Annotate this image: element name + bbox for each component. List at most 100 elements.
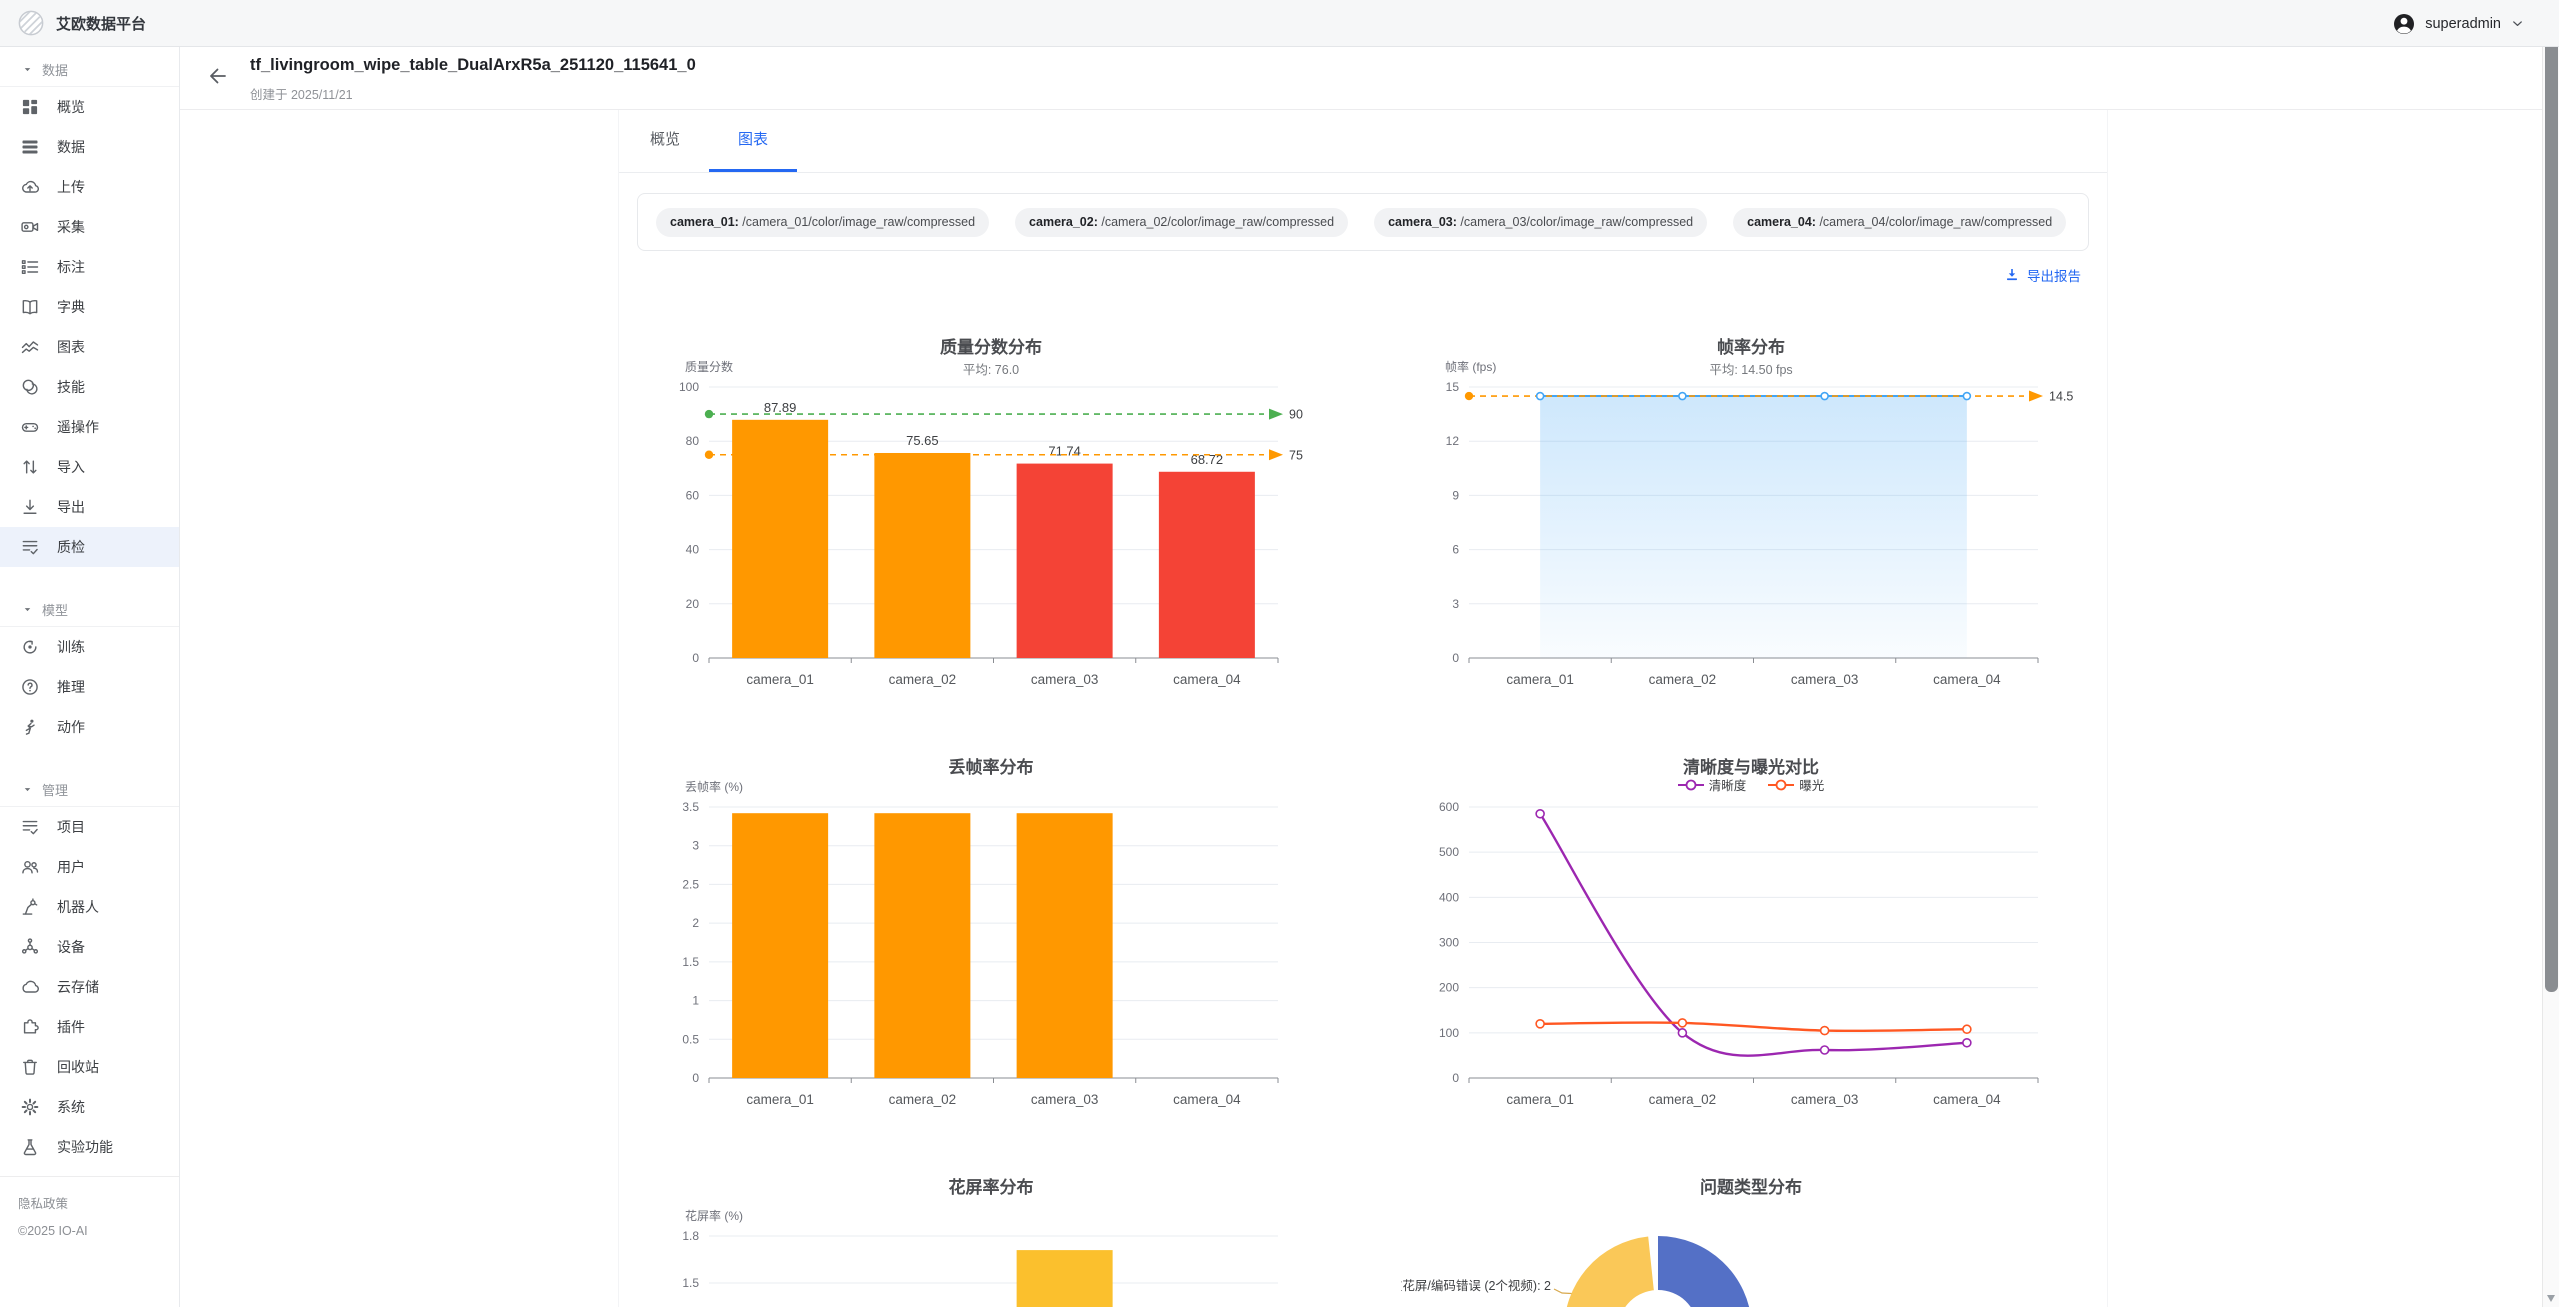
svg-text:camera_01: camera_01	[746, 672, 814, 687]
sidebar-item-inference[interactable]: 推理	[0, 667, 179, 707]
sidebar-item-experimental[interactable]: 实验功能	[0, 1127, 179, 1167]
sidebar-item-skills[interactable]: 技能	[0, 367, 179, 407]
sidebar-item-qc[interactable]: 质检	[0, 527, 179, 567]
camera-chip-topic: /camera_04/color/image_raw/compressed	[1819, 215, 2052, 229]
camera-chip-camera_01: camera_01: /camera_01/color/image_raw/co…	[656, 208, 989, 237]
sidebar-item-action[interactable]: 动作	[0, 707, 179, 747]
tab-panel: 概览 图表 camera_01: /camera_01/color/image_…	[618, 110, 2108, 1307]
sidebar-item-recycle[interactable]: 回收站	[0, 1047, 179, 1087]
ordered-list-icon	[20, 257, 40, 277]
arrow-left-icon	[206, 64, 230, 88]
rows-icon	[20, 137, 40, 157]
sidebar-item-import[interactable]: 导入	[0, 447, 179, 487]
sidebar-item-training[interactable]: 训练	[0, 627, 179, 667]
legend-item-清晰度[interactable]: 清晰度	[1678, 775, 1747, 794]
chart-legend: 清晰度 曝光	[1401, 775, 2101, 794]
scrollbar-thumb[interactable]	[2545, 17, 2558, 992]
sidebar-item-dictionary[interactable]: 字典	[0, 287, 179, 327]
scrollbar[interactable]	[2542, 0, 2559, 1307]
svg-text:camera_02: camera_02	[889, 672, 957, 687]
svg-text:2.5: 2.5	[682, 877, 699, 891]
legend-item-曝光[interactable]: 曝光	[1768, 775, 1824, 794]
sidebar-item-label: 实验功能	[57, 1137, 113, 1157]
sidebar-item-devices[interactable]: 设备	[0, 927, 179, 967]
sidebar-item-label: 导入	[57, 457, 85, 477]
svg-text:80: 80	[686, 434, 700, 448]
charts-grid: 020406080100camera_01camera_02camera_03c…	[641, 325, 2101, 1307]
avatar-icon	[2392, 12, 2416, 36]
cloud-icon	[20, 977, 40, 997]
tab-overview[interactable]: 概览	[621, 110, 709, 172]
camera-chip-camera_04: camera_04: /camera_04/color/image_raw/co…	[1733, 208, 2066, 237]
sidebar-item-label: 字典	[57, 297, 85, 317]
svg-text:camera_02: camera_02	[1649, 672, 1717, 687]
chart-screen-artifact: 00.30.60.91.21.51.8camera_01camera_02cam…	[641, 1165, 1341, 1307]
grid-icon	[20, 97, 40, 117]
chart-frame-rate: 03691215camera_01camera_02camera_03camer…	[1401, 325, 2101, 745]
chart-title: 质量分数分布	[641, 333, 1341, 358]
sidebar-item-teleop[interactable]: 遥操作	[0, 407, 179, 447]
sidebar-item-label: 用户	[57, 857, 85, 877]
sidebar-item-system[interactable]: 系统	[0, 1087, 179, 1127]
sidebar-item-label: 项目	[57, 817, 85, 837]
sidebar-item-label: 标注	[57, 257, 85, 277]
sidebar-item-users[interactable]: 用户	[0, 847, 179, 887]
svg-text:71.74: 71.74	[1048, 444, 1081, 459]
svg-text:3.5: 3.5	[682, 800, 699, 814]
gamepad-icon	[20, 417, 40, 437]
svg-text:1: 1	[692, 994, 699, 1008]
question-head-icon	[20, 677, 40, 697]
copyright: ©2025 IO-AI	[18, 1224, 161, 1238]
sidebar-item-cloud[interactable]: 云存储	[0, 967, 179, 1007]
sidebar-section-header-admin[interactable]: 管理	[0, 773, 179, 807]
chart-plot: 0100200300400500600camera_01camera_02cam…	[1401, 745, 2101, 1225]
app-title: 艾欧数据平台	[56, 13, 146, 34]
privacy-link[interactable]: 隐私政策	[18, 1193, 161, 1212]
svg-text:9: 9	[1452, 488, 1459, 502]
back-button[interactable]	[206, 64, 234, 92]
camera-chip-topic: /camera_03/color/image_raw/compressed	[1460, 215, 1693, 229]
page-header: tf_livingroom_wipe_table_DualArxR5a_2511…	[180, 47, 2542, 110]
svg-text:camera_02: camera_02	[889, 1092, 957, 1107]
camera-chip-name: camera_02:	[1029, 215, 1098, 229]
svg-text:40: 40	[686, 543, 700, 557]
sidebar-item-label: 动作	[57, 717, 85, 737]
tab-charts[interactable]: 图表	[709, 110, 797, 172]
sidebar-section-header-data[interactable]: 数据	[0, 53, 179, 87]
video-icon	[20, 217, 40, 237]
sidebar-item-annotate[interactable]: 标注	[0, 247, 179, 287]
svg-text:100: 100	[679, 380, 699, 394]
sidebar-item-label: 云存储	[57, 977, 99, 997]
runner-icon	[20, 717, 40, 737]
sidebar-item-plugins[interactable]: 插件	[0, 1007, 179, 1047]
scrollbar-down-arrow[interactable]	[2547, 1295, 2555, 1302]
sidebar-item-projects[interactable]: 项目	[0, 807, 179, 847]
app-window: 艾欧数据平台 superadmin 数据 概览 数据 上传 采集 标注 字典 图…	[0, 0, 2559, 1307]
svg-text:3: 3	[692, 839, 699, 853]
svg-text:0: 0	[1452, 651, 1459, 665]
section-label: 管理	[42, 780, 68, 799]
chart-title: 花屏率分布	[641, 1173, 1341, 1198]
svg-text:2: 2	[692, 916, 699, 930]
sidebar-item-overview[interactable]: 概览	[0, 87, 179, 127]
sidebar-item-capture[interactable]: 采集	[0, 207, 179, 247]
svg-text:75.65: 75.65	[906, 433, 939, 448]
sidebar-section-header-model[interactable]: 模型	[0, 593, 179, 627]
tabs: 概览 图表	[619, 110, 2107, 173]
svg-text:camera_03: camera_03	[1791, 1092, 1859, 1107]
sidebar-item-label: 质检	[57, 537, 85, 557]
export-report-button[interactable]: 导出报告	[2004, 265, 2081, 285]
sidebar-item-label: 回收站	[57, 1057, 99, 1077]
sidebar-item-upload[interactable]: 上传	[0, 167, 179, 207]
user-menu[interactable]: superadmin	[2392, 0, 2525, 47]
chart-title: 问题类型分布	[1401, 1173, 2101, 1198]
sidebar-item-label: 图表	[57, 337, 85, 357]
svg-text:1.5: 1.5	[682, 1276, 699, 1290]
sidebar-item-charts[interactable]: 图表	[0, 327, 179, 367]
sidebar-item-export[interactable]: 导出	[0, 487, 179, 527]
sidebar-item-data[interactable]: 数据	[0, 127, 179, 167]
sidebar-item-robots[interactable]: 机器人	[0, 887, 179, 927]
chart-subtitle: 平均: 14.50 fps	[1401, 359, 2101, 378]
list-check-icon	[20, 817, 40, 837]
sidebar-item-label: 遥操作	[57, 417, 99, 437]
